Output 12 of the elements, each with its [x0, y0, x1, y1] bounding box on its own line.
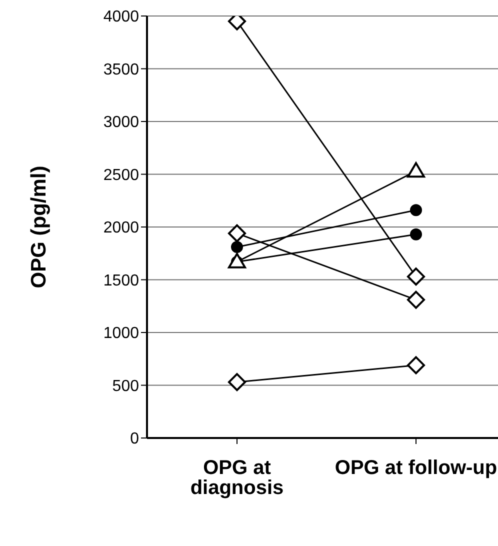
- y-tick-label: 4000: [103, 8, 140, 26]
- y-tick-label: 1500: [103, 272, 140, 290]
- y-tick-label: 2500: [103, 166, 140, 184]
- y-tick-label: 3000: [103, 114, 140, 132]
- y-tick-label: 1000: [103, 325, 140, 342]
- y-tick-label: 500: [112, 378, 140, 395]
- x-tick-label: OPG at follow-up: [334, 457, 498, 480]
- y-tick-label: 2000: [103, 220, 140, 237]
- y-tick-label: 0: [130, 430, 140, 448]
- y-axis-title: OPG (pg/ml): [27, 166, 50, 288]
- x-tick-label: OPG at diagnosis: [190, 457, 284, 500]
- y-tick-label: 3500: [103, 61, 140, 78]
